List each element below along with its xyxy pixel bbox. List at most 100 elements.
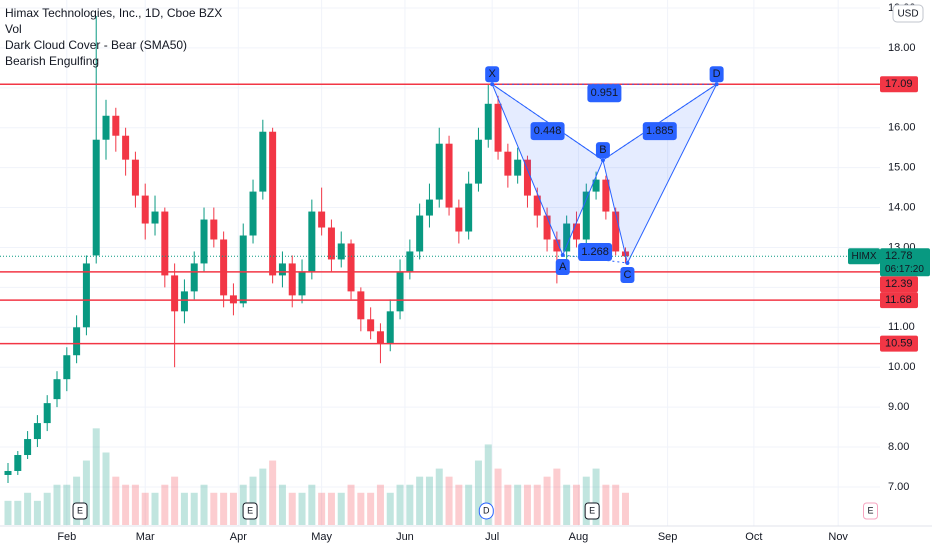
candle-body [455, 207, 463, 232]
volume-bar [337, 492, 345, 525]
volume-bar [298, 492, 306, 525]
volume-bar [161, 484, 169, 525]
candle-body [484, 103, 492, 140]
volume-bar [131, 484, 139, 525]
volume-bar [572, 484, 580, 525]
volume-bar [278, 484, 286, 525]
volume-bar [24, 492, 32, 525]
volume-bar [504, 484, 512, 525]
event-marker[interactable] [863, 502, 879, 520]
candle-body [278, 263, 286, 276]
level-label: 10.59 [885, 338, 913, 350]
y-tick-label: 14.00 [888, 201, 916, 213]
volume-bar [82, 460, 90, 525]
y-tick-label: 16.00 [888, 122, 916, 134]
volume-bar [523, 484, 531, 525]
candle-body [474, 139, 482, 184]
level-badge [880, 292, 918, 309]
x-tick-label: Jul [485, 531, 499, 543]
candle-body [582, 191, 590, 240]
candle-body [63, 355, 71, 380]
x-tick-label: Jun [396, 531, 414, 543]
event-marker[interactable] [242, 502, 258, 520]
currency-label: USD [897, 9, 918, 20]
ratio-label: 1.268 [581, 246, 609, 258]
pattern-point-label: A [559, 261, 567, 273]
candle-body [602, 179, 610, 212]
candle-body [122, 135, 130, 160]
volume-bar [347, 484, 355, 525]
candle-body [376, 331, 384, 344]
candle-body [425, 199, 433, 216]
event-label: D [483, 505, 490, 515]
volume-bar [220, 492, 228, 525]
volume-bar [14, 500, 22, 525]
volume-bar [357, 492, 365, 525]
volume-bar [180, 492, 188, 525]
volume-bar [73, 476, 81, 525]
candle-body [396, 271, 404, 312]
symbol-badge [848, 248, 880, 265]
candle-body [386, 311, 394, 344]
candle-body [553, 239, 561, 252]
currency-badge[interactable] [892, 4, 924, 23]
candle-body [131, 159, 139, 196]
volume-bar [171, 476, 179, 525]
volume-bar [465, 484, 473, 525]
ratio-badge [587, 84, 622, 103]
y-tick-label: 7.00 [888, 481, 909, 493]
pattern-point-label: D [713, 68, 721, 80]
candle-body [543, 215, 551, 240]
candle-body [112, 115, 120, 136]
x-tick-label: Sep [658, 531, 678, 543]
pattern-point-badge [485, 66, 500, 83]
event-marker[interactable] [72, 502, 88, 520]
volume-bar [425, 476, 433, 525]
volume-bar [367, 492, 375, 525]
ratio-line [491, 83, 604, 161]
ratio-label: 0.951 [591, 87, 619, 99]
volume-bar [210, 492, 218, 525]
event-marker[interactable] [584, 502, 600, 520]
volume-bar [533, 484, 541, 525]
x-tick-label: Apr [230, 531, 247, 543]
candle-body [190, 263, 198, 292]
ratio-label: 1.885 [646, 125, 674, 137]
candle-body [572, 223, 580, 240]
candle-body [298, 271, 306, 296]
candle-body [465, 183, 473, 232]
candle-body [337, 243, 345, 260]
volume-bar [190, 492, 198, 525]
candle-body [239, 235, 247, 304]
volume-bar [33, 500, 41, 525]
event-label: E [77, 505, 83, 515]
chart-title: Himax Technologies, Inc., 1D, Cboe BZX [5, 6, 222, 20]
volume-bar [102, 452, 110, 525]
volume-bar [229, 492, 237, 525]
countdown-label: 06:17:20 [885, 264, 924, 275]
symbol-label: HIMX [852, 251, 877, 262]
ratio-badge [642, 122, 677, 141]
event-marker[interactable] [478, 502, 494, 520]
volume-bar [269, 460, 277, 525]
candle-body [612, 211, 620, 252]
volume-bar [327, 492, 335, 525]
candle-body [73, 327, 81, 356]
indicator: Dark Cloud Cover - Bear (SMA50) [5, 38, 187, 52]
x-tick-label: Mar [136, 531, 155, 543]
candle-body [229, 295, 237, 304]
ratio-label: 0.448 [534, 125, 562, 137]
candle-body [308, 211, 316, 272]
candle-body [92, 139, 100, 256]
candle-body [180, 291, 188, 312]
last-price-badge [880, 248, 930, 277]
candle-body [14, 455, 22, 471]
volume-bar [63, 484, 71, 525]
x-tick-label: Feb [57, 531, 76, 543]
ratio-badge [578, 243, 613, 262]
candle-body [494, 103, 502, 152]
candle-body [504, 151, 512, 176]
candle-body [533, 195, 541, 216]
